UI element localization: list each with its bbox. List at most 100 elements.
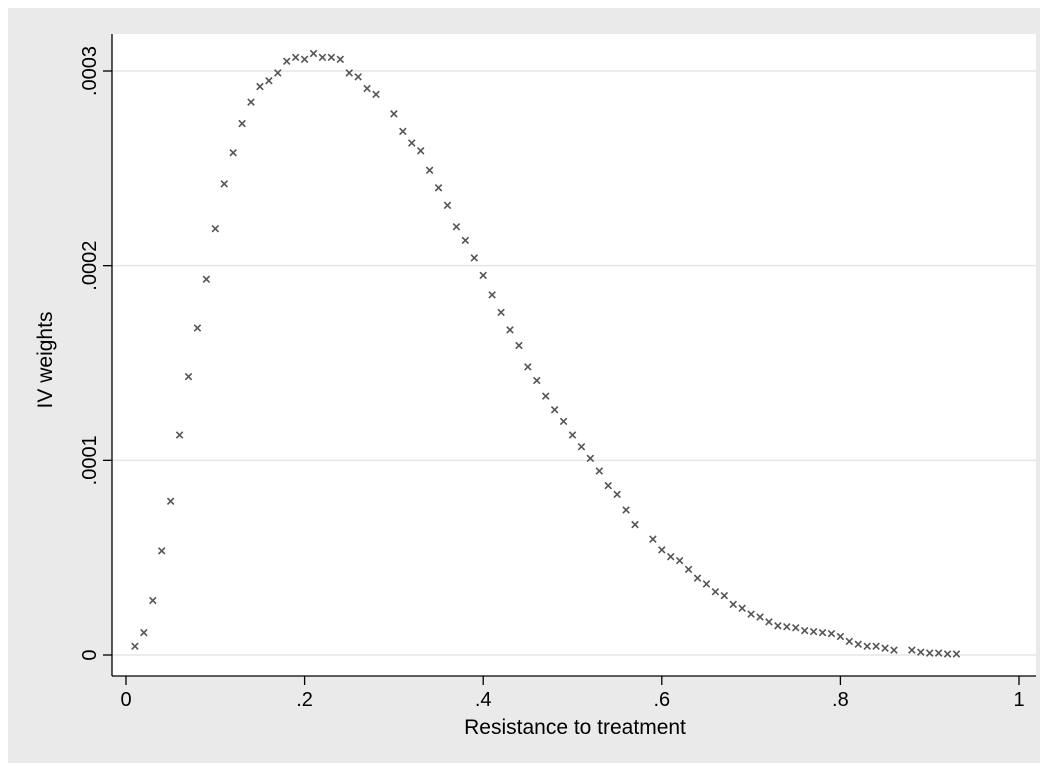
data-point (416, 147, 425, 155)
data-point (774, 622, 782, 630)
data-point (220, 180, 228, 188)
data-point (461, 236, 470, 245)
data-point (247, 98, 255, 106)
x-tick-label: .6 (653, 689, 670, 711)
data-point (488, 291, 496, 299)
data-point (568, 431, 577, 439)
data-point (345, 69, 354, 77)
data-point (845, 637, 854, 646)
data-point (702, 580, 711, 588)
x-axis-title: Resistance to treatment (464, 716, 686, 739)
data-point (827, 629, 836, 638)
data-point (157, 547, 166, 555)
data-point (613, 490, 621, 499)
data-point (434, 184, 443, 192)
x-tick-label: .8 (832, 689, 849, 711)
data-point (336, 55, 345, 64)
axis-ticks: 0 .0001 .0002 .0003 0 .2 .4 .6 .8 1 (79, 46, 1025, 711)
data-point (783, 623, 791, 631)
data-point (291, 53, 300, 62)
data-points (131, 49, 961, 658)
data-point (524, 363, 532, 371)
x-tick-label: 0 (120, 689, 131, 711)
data-point (872, 642, 880, 651)
data-point (184, 372, 193, 381)
data-point (925, 649, 934, 657)
data-point (399, 127, 407, 136)
data-point (658, 546, 666, 554)
data-point (550, 405, 559, 414)
data-point (943, 650, 952, 658)
data-point (175, 431, 184, 439)
data-point (729, 600, 738, 609)
data-point (800, 626, 809, 635)
plot-area (112, 34, 1036, 676)
data-point (854, 640, 863, 649)
data-point (354, 73, 362, 81)
data-point (595, 467, 604, 475)
x-tick-label: .2 (296, 689, 313, 711)
data-point (149, 596, 157, 605)
y-tick-label: 0 (79, 649, 101, 660)
scatter-chart: 0 .0001 .0002 .0003 0 .2 .4 .6 .8 1 Resistance to… (34, 34, 1036, 739)
data-point (917, 648, 925, 656)
data-point (327, 53, 336, 62)
data-point (604, 481, 612, 490)
data-point (452, 222, 461, 231)
data-point (470, 254, 479, 262)
data-point (265, 76, 273, 85)
data-point (934, 649, 943, 657)
data-point (818, 628, 827, 637)
data-point (407, 139, 416, 147)
data-point (863, 642, 871, 651)
data-point (425, 166, 434, 175)
x-tick-label: 1 (1013, 689, 1024, 711)
data-point (309, 49, 318, 58)
data-point (443, 201, 452, 210)
data-point (300, 55, 309, 64)
gridlines (112, 70, 1036, 656)
data-point (791, 623, 800, 632)
data-point (479, 271, 487, 280)
data-point (497, 308, 505, 317)
data-point (282, 57, 291, 66)
y-axis-title: IV weights (34, 312, 57, 409)
data-point (765, 618, 773, 626)
data-point (756, 613, 764, 621)
data-point (809, 627, 818, 636)
data-point (515, 341, 523, 350)
chart-frame: 0 .0001 .0002 .0003 0 .2 .4 .6 .8 1 Resistance to… (8, 8, 1040, 763)
data-point (684, 565, 693, 574)
data-point (747, 610, 755, 618)
data-point (211, 224, 220, 233)
data-point (711, 587, 720, 596)
data-point (238, 119, 246, 128)
data-point (666, 552, 675, 561)
data-point (318, 53, 327, 62)
data-point (533, 376, 541, 385)
data-point (631, 520, 639, 529)
data-point (166, 497, 175, 505)
data-point (890, 646, 898, 654)
data-point (836, 632, 845, 641)
data-point (229, 148, 237, 157)
data-point (675, 556, 684, 565)
data-point (559, 417, 568, 426)
data-point (649, 535, 657, 543)
y-tick-label: .0002 (79, 241, 101, 291)
data-point (202, 275, 211, 284)
data-point (274, 69, 282, 77)
data-point (577, 442, 586, 451)
data-point (140, 628, 148, 637)
data-point (952, 650, 961, 658)
data-point (506, 326, 514, 334)
x-tick-label: .4 (475, 689, 492, 711)
data-point (908, 646, 916, 654)
data-point (131, 642, 139, 651)
data-point (881, 644, 889, 652)
y-tick-label: .0001 (79, 435, 101, 485)
data-point (622, 506, 630, 514)
data-point (720, 591, 729, 600)
data-point (738, 604, 746, 613)
data-point (256, 82, 264, 91)
